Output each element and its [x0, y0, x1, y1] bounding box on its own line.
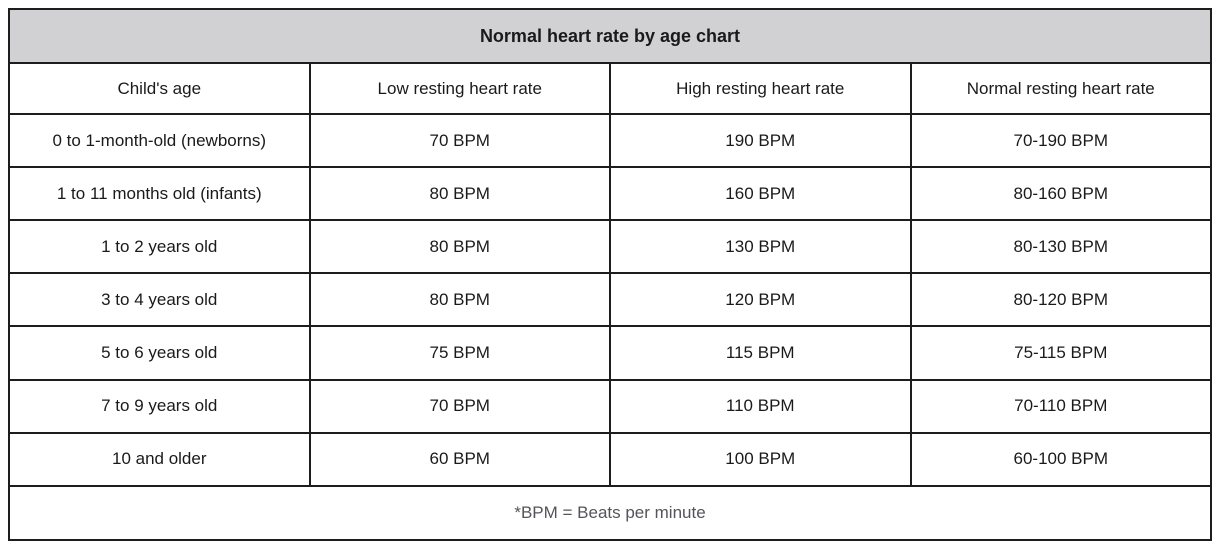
column-header-high-resting: High resting heart rate: [609, 62, 912, 115]
table-row: 7 to 9 years old 70 BPM 110 BPM 70-110 B…: [8, 378, 1212, 434]
age-cell: 3 to 4 years old: [8, 272, 311, 328]
age-cell: 7 to 9 years old: [8, 378, 311, 434]
high-hr-cell: 130 BPM: [609, 219, 912, 275]
column-header-normal-resting: Normal resting heart rate: [909, 62, 1212, 115]
heart-rate-table: Normal heart rate by age chart Child's a…: [8, 8, 1212, 542]
table-title: Normal heart rate by age chart: [8, 8, 1212, 64]
table-row: 1 to 11 months old (infants) 80 BPM 160 …: [8, 166, 1212, 222]
normal-hr-cell: 60-100 BPM: [909, 431, 1212, 487]
table-row: 0 to 1-month-old (newborns) 70 BPM 190 B…: [8, 112, 1212, 169]
low-hr-cell: 70 BPM: [308, 378, 611, 434]
age-cell: 1 to 11 months old (infants): [8, 166, 311, 222]
normal-hr-cell: 80-130 BPM: [909, 219, 1212, 275]
age-cell: 0 to 1-month-old (newborns): [8, 112, 311, 169]
low-hr-cell: 80 BPM: [308, 272, 611, 328]
low-hr-cell: 80 BPM: [308, 219, 611, 275]
header-row: Child's age Low resting heart rate High …: [8, 62, 1212, 115]
age-cell: 5 to 6 years old: [8, 325, 311, 381]
column-header-childs-age: Child's age: [8, 62, 311, 115]
normal-hr-cell: 70-190 BPM: [909, 112, 1212, 169]
low-hr-cell: 60 BPM: [308, 431, 611, 487]
low-hr-cell: 75 BPM: [308, 325, 611, 381]
low-hr-cell: 80 BPM: [308, 166, 611, 222]
high-hr-cell: 160 BPM: [609, 166, 912, 222]
normal-hr-cell: 70-110 BPM: [909, 378, 1212, 434]
low-hr-cell: 70 BPM: [308, 112, 611, 169]
table-row: 1 to 2 years old 80 BPM 130 BPM 80-130 B…: [8, 219, 1212, 275]
table-row: 10 and older 60 BPM 100 BPM 60-100 BPM: [8, 431, 1212, 487]
high-hr-cell: 110 BPM: [609, 378, 912, 434]
table-row: 5 to 6 years old 75 BPM 115 BPM 75-115 B…: [8, 325, 1212, 381]
age-cell: 10 and older: [8, 431, 311, 487]
normal-hr-cell: 75-115 BPM: [909, 325, 1212, 381]
high-hr-cell: 115 BPM: [609, 325, 912, 381]
footnote-row: *BPM = Beats per minute: [8, 484, 1212, 542]
footnote: *BPM = Beats per minute: [8, 484, 1212, 542]
normal-hr-cell: 80-160 BPM: [909, 166, 1212, 222]
age-cell: 1 to 2 years old: [8, 219, 311, 275]
high-hr-cell: 190 BPM: [609, 112, 912, 169]
normal-hr-cell: 80-120 BPM: [909, 272, 1212, 328]
high-hr-cell: 120 BPM: [609, 272, 912, 328]
column-header-low-resting: Low resting heart rate: [308, 62, 611, 115]
table-row: 3 to 4 years old 80 BPM 120 BPM 80-120 B…: [8, 272, 1212, 328]
title-row: Normal heart rate by age chart: [8, 8, 1212, 64]
high-hr-cell: 100 BPM: [609, 431, 912, 487]
